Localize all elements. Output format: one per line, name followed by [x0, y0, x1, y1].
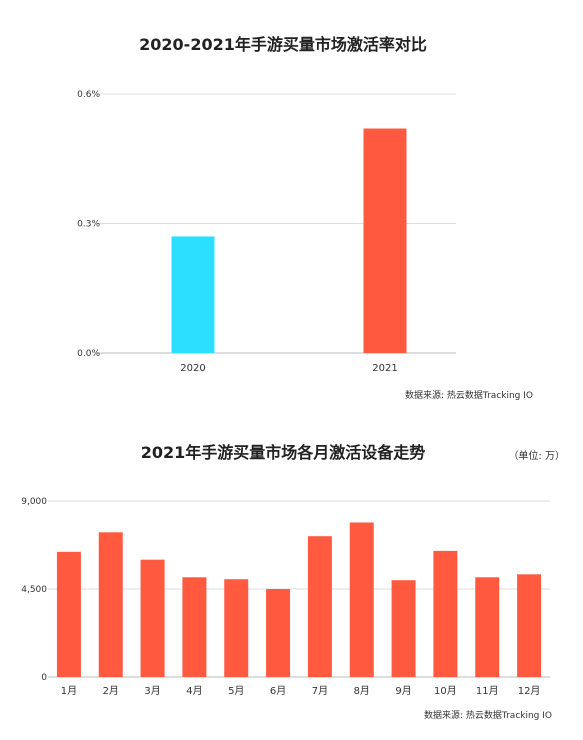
y-tick-label: 0: [41, 673, 47, 683]
x-tick-label: 4月: [186, 685, 202, 697]
bar: [475, 577, 500, 677]
chart2-x-axis: 1月 2月 3月 4月 5月 6月 7月 8月 9月 10月 11月 12月: [61, 685, 541, 697]
chart1-y-axis: 0.0% 0.3% 0.6%: [77, 90, 100, 359]
bar: [171, 236, 215, 353]
x-tick-label: 9月: [395, 685, 411, 697]
chart-activation-rate: 2020-2021年手游买量市场激活率对比 0.0%0.3%0.6% 2020 2…: [77, 35, 533, 401]
chart1-source: 数据来源: 热云数据Tracking IO: [405, 389, 533, 401]
bar: [363, 128, 407, 353]
bar: [224, 579, 249, 677]
x-tick-label: 2021: [372, 363, 397, 374]
bar: [433, 550, 458, 677]
chart2-bars: [56, 522, 542, 677]
chart2-title: 2021年手游买量市场各月激活设备走势: [141, 443, 426, 462]
bar: [266, 589, 291, 677]
y-tick-label: 9,000: [21, 497, 47, 507]
bar: [182, 577, 207, 677]
bar: [517, 574, 542, 677]
x-tick-label: 5月: [228, 685, 244, 697]
x-tick-label: 7月: [312, 685, 328, 697]
bar: [307, 536, 332, 677]
y-tick-label: 0.3%: [77, 220, 100, 230]
x-tick-label: 11月: [476, 685, 499, 697]
chart2-gridlines: [48, 500, 550, 678]
x-tick-label: 8月: [354, 685, 370, 697]
chart2-source: 数据来源: 热云数据Tracking IO: [424, 709, 552, 721]
chart1-bars: [171, 128, 407, 353]
y-tick-label: 4,500: [21, 585, 47, 595]
x-tick-label: 10月: [434, 685, 457, 697]
x-tick-label: 2月: [103, 685, 119, 697]
bar: [140, 559, 165, 677]
chart1-title: 2020-2021年手游买量市场激活率对比: [139, 35, 427, 54]
x-tick-label: 1月: [61, 685, 77, 697]
y-tick-label: 0.6%: [77, 90, 100, 100]
x-tick-label: 3月: [144, 685, 160, 697]
chart-monthly-activations: 2021年手游买量市场各月激活设备走势 （单位: 万） 04,5009,000 …: [21, 443, 565, 721]
bar: [98, 532, 123, 677]
bar: [56, 551, 81, 677]
bar: [391, 580, 416, 677]
x-tick-label: 6月: [270, 685, 286, 697]
x-tick-label: 2020: [180, 363, 205, 374]
y-tick-label: 0.0%: [77, 349, 100, 359]
chart1-x-axis: 2020 2021: [180, 363, 397, 374]
x-tick-label: 12月: [518, 685, 541, 697]
chart2-y-axis: 0 4,500 9,000: [21, 497, 47, 683]
chart2-unit: （单位: 万）: [508, 449, 565, 462]
bar: [349, 522, 374, 677]
